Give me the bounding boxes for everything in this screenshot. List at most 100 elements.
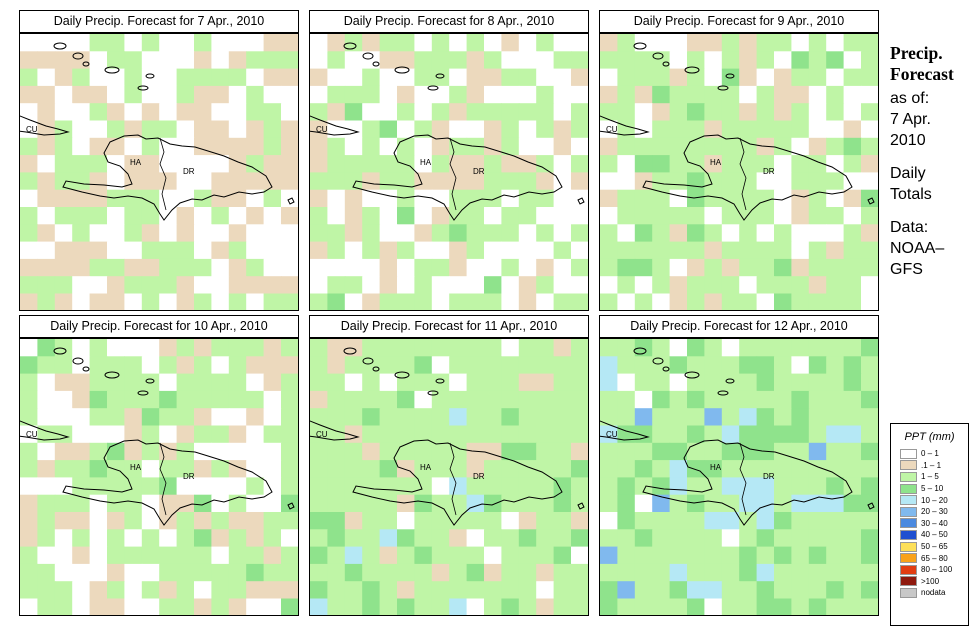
island-outline	[684, 371, 700, 379]
grid-cell	[397, 258, 415, 277]
grid-cell	[774, 425, 792, 444]
grid-cell	[263, 172, 282, 191]
grid-cell	[774, 339, 792, 357]
grid-cell	[774, 477, 792, 496]
grid-cell	[652, 103, 671, 122]
grid-cell	[431, 276, 450, 295]
grid-cell	[246, 356, 265, 375]
grid-cell	[687, 460, 705, 478]
grid-cell	[449, 408, 468, 427]
grid-cell	[518, 68, 537, 87]
grid-cell	[721, 207, 740, 225]
hispaniola-coastline	[642, 134, 853, 221]
grid-cell	[176, 68, 195, 87]
grid-cell	[310, 373, 328, 392]
grid-cell	[379, 241, 398, 260]
grid-cell	[739, 85, 758, 104]
grid-cell	[54, 563, 73, 582]
grid-cell	[791, 356, 810, 375]
grid-cell	[159, 189, 178, 208]
grid-cell	[756, 155, 775, 173]
grid-cell	[89, 529, 108, 548]
grid-cell	[228, 546, 247, 565]
grid-cell	[756, 408, 775, 427]
grid-cell	[756, 172, 775, 191]
grid-cell	[176, 51, 195, 70]
grid-cell	[634, 120, 653, 139]
grid-cell	[536, 408, 555, 427]
legend-label: 50 – 65	[921, 542, 948, 552]
grid-cell	[107, 460, 125, 478]
map-label-dr: DR	[473, 167, 485, 176]
grid-cell	[774, 103, 792, 122]
grid-cell	[634, 390, 653, 409]
island-outline	[72, 52, 84, 60]
grid-cell	[756, 581, 775, 600]
grid-cell	[176, 224, 195, 243]
grid-cell	[739, 172, 758, 191]
grid-cell	[281, 373, 298, 392]
grid-cell	[808, 172, 827, 191]
grid-cell	[808, 224, 827, 243]
grid-cell	[536, 390, 555, 409]
grid-cell	[843, 120, 862, 139]
legend-swatch	[900, 448, 917, 459]
grid-cell	[791, 34, 810, 52]
grid-cell	[861, 207, 878, 225]
grid-cell	[669, 546, 688, 565]
grid-cell	[431, 494, 450, 513]
grid-cell	[791, 258, 810, 277]
grid-cell	[327, 68, 346, 87]
grid-cell	[553, 68, 572, 87]
grid-cell	[37, 546, 56, 565]
grid-cell	[176, 425, 195, 444]
grid-cell	[617, 51, 636, 70]
grid-cell	[518, 546, 537, 565]
grid-cell	[281, 598, 298, 615]
grid-cell	[501, 68, 520, 87]
grid-cell	[176, 85, 195, 104]
grid-cell	[808, 339, 827, 357]
legend-item: 40 – 50	[900, 529, 968, 541]
grid-cell	[414, 425, 433, 444]
grid-cell	[808, 408, 827, 427]
grid-cell	[704, 34, 723, 52]
grid-cell	[124, 477, 143, 496]
grid-cell	[344, 51, 363, 70]
grid-cell	[37, 425, 56, 444]
grid-cell	[124, 373, 143, 392]
grid-cell	[518, 293, 537, 310]
grid-cell	[791, 51, 810, 70]
grid-cell	[826, 68, 845, 87]
grid-cell	[739, 494, 758, 513]
grid-cell	[704, 598, 723, 615]
grid-cell	[721, 241, 740, 260]
grid-cell	[756, 477, 775, 496]
grid-cell	[246, 120, 265, 139]
grid-cell	[704, 546, 723, 565]
grid-cell	[344, 339, 363, 357]
grid-cell	[72, 425, 91, 444]
grid-cell	[89, 103, 108, 122]
grid-cell	[89, 425, 108, 444]
grid-cell	[449, 68, 468, 87]
grid-cell	[310, 356, 328, 375]
grid-cell	[704, 103, 723, 122]
grid-cell	[379, 51, 398, 70]
grid-cell	[72, 120, 91, 139]
grid-cell	[246, 155, 265, 173]
grid-cell	[501, 172, 520, 191]
grid-cell	[414, 442, 433, 461]
grid-cell	[397, 356, 415, 375]
grid-cell	[791, 120, 810, 139]
grid-cell	[194, 103, 212, 122]
grid-cell	[721, 425, 740, 444]
grid-cell	[449, 120, 468, 139]
grid-cell	[774, 408, 792, 427]
legend-label: 40 – 50	[921, 530, 948, 540]
grid-cell	[107, 172, 125, 191]
grid-cell	[281, 51, 298, 70]
grid-cell	[362, 258, 381, 277]
